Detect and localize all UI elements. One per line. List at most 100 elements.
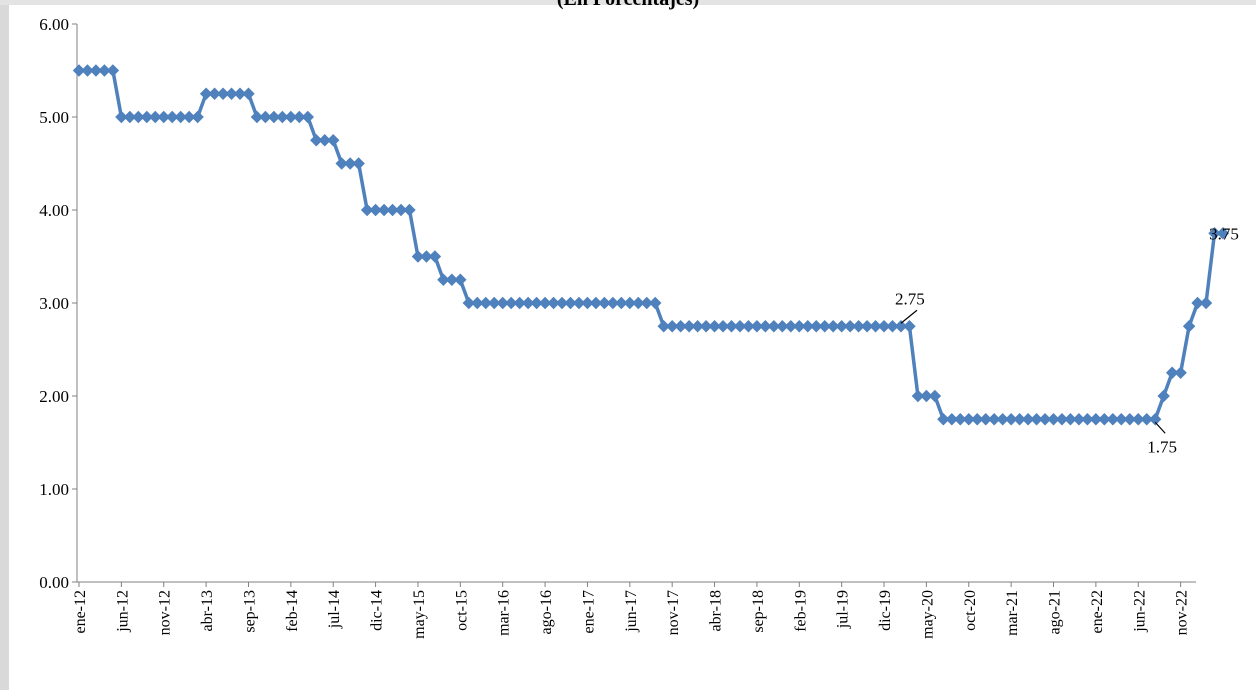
data-point-marker <box>513 296 526 310</box>
data-point-marker <box>1208 227 1221 240</box>
y-tick-label: 1.00 <box>39 480 69 499</box>
data-point-marker <box>530 296 543 310</box>
data-point-marker <box>479 296 492 310</box>
x-tick-label: jun-22 <box>1131 590 1148 633</box>
x-tick-label: jun-12 <box>114 590 131 633</box>
x-tick-label: jul-14 <box>326 590 343 629</box>
data-point-marker <box>581 296 594 310</box>
x-tick-label: mar-21 <box>1004 590 1021 636</box>
data-point-marker <box>411 250 425 263</box>
data-point-marker <box>132 110 145 124</box>
y-tick-label: 2.00 <box>39 387 69 406</box>
data-point-marker <box>699 320 713 333</box>
data-point-marker <box>615 296 628 310</box>
y-tick-label: 4.00 <box>39 201 69 220</box>
data-point-marker <box>1098 413 1111 426</box>
x-tick-label: ago-16 <box>538 590 555 634</box>
x-tick-label: may-15 <box>411 590 428 639</box>
data-point-marker <box>360 203 374 217</box>
data-point-marker <box>665 320 679 333</box>
data-point-marker <box>911 389 925 403</box>
data-point-marker <box>174 110 187 124</box>
x-tick-label: abr-13 <box>199 590 216 631</box>
x-tick-label: feb-14 <box>284 590 301 632</box>
x-tick-label: nov-12 <box>157 590 174 635</box>
data-point-marker <box>1030 413 1043 426</box>
x-tick-label: nov-17 <box>665 590 682 635</box>
data-point-marker <box>606 296 620 310</box>
data-point-marker <box>750 320 764 333</box>
data-point-marker <box>267 110 281 124</box>
data-point-marker <box>555 296 569 310</box>
data-point-marker <box>1191 296 1204 310</box>
data-point-marker <box>954 413 967 426</box>
x-tick-label: sep-18 <box>750 590 767 633</box>
data-point-marker <box>733 320 747 333</box>
data-point-marker <box>894 320 908 333</box>
data-point-marker <box>818 320 831 333</box>
data-point-marker <box>428 250 442 263</box>
x-tick-label: oct-20 <box>962 590 979 631</box>
data-point-marker <box>776 320 789 333</box>
data-point-marker <box>1165 366 1179 379</box>
x-tick-label: ene-12 <box>72 590 89 634</box>
data-point-marker <box>852 320 865 333</box>
data-point-marker <box>682 320 696 333</box>
data-point-marker <box>835 320 848 333</box>
data-point-marker <box>1013 413 1026 426</box>
data-point-marker <box>877 320 891 333</box>
data-point-marker <box>1132 413 1145 426</box>
data-point-marker <box>869 320 882 333</box>
data-point-marker <box>1106 413 1120 426</box>
data-point-marker <box>386 203 399 217</box>
data-point-marker <box>242 87 255 100</box>
data-point-marker <box>623 296 637 310</box>
data-point-marker <box>920 389 933 403</box>
data-point-marker <box>632 296 645 310</box>
data-point-marker <box>759 320 772 333</box>
chart-title: (En Porcentajes) <box>0 0 1256 11</box>
x-tick-label: jun-17 <box>623 590 640 633</box>
data-point-marker <box>810 320 823 333</box>
data-point-marker <box>784 320 798 333</box>
data-point-marker <box>742 320 755 333</box>
data-point-marker <box>716 320 730 333</box>
data-point-marker <box>564 296 577 310</box>
data-point-marker <box>547 296 560 310</box>
data-point-marker <box>1157 389 1170 403</box>
data-point-marker <box>691 320 704 333</box>
data-point-marker <box>462 296 476 310</box>
data-point-marker <box>598 296 611 310</box>
data-point-marker <box>327 134 340 147</box>
data-point-marker <box>1140 413 1153 426</box>
data-point-marker <box>166 110 179 124</box>
data-point-marker <box>640 296 653 310</box>
data-point-marker <box>945 413 959 426</box>
data-point-marker <box>1047 413 1060 426</box>
data-point-marker <box>437 273 450 286</box>
data-point-marker <box>394 203 408 217</box>
x-tick-label: ene-17 <box>580 590 597 634</box>
data-point-marker <box>826 320 840 333</box>
data-point-marker <box>996 413 1009 426</box>
data-point-marker <box>301 110 315 124</box>
data-point-marker <box>149 110 162 124</box>
y-tick-label: 3.00 <box>39 294 69 313</box>
annotation-label: 2.75 <box>895 289 925 308</box>
data-point-marker <box>801 320 814 333</box>
data-point-marker <box>725 320 738 333</box>
data-point-marker <box>293 110 306 124</box>
data-point-marker <box>767 320 781 333</box>
data-point-marker <box>216 87 230 100</box>
data-point-marker <box>89 64 103 77</box>
data-point-marker <box>521 296 535 310</box>
data-point-marker <box>488 296 501 310</box>
data-point-marker <box>343 157 357 170</box>
data-point-marker <box>1216 227 1230 240</box>
data-point-marker <box>182 110 196 124</box>
data-point-marker <box>962 413 975 426</box>
data-point-marker <box>445 273 459 286</box>
data-point-marker <box>310 134 323 147</box>
